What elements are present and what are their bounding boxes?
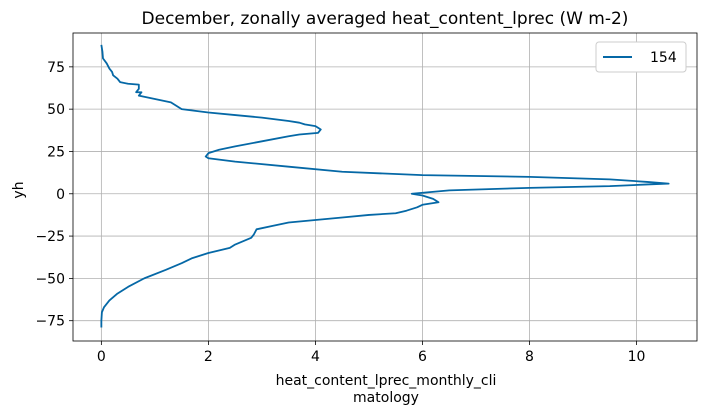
series-line-154 (100, 44, 670, 328)
y-tick-label: −25 (35, 229, 65, 245)
legend-box (595, 41, 687, 73)
y-tick-label: 0 (56, 187, 65, 203)
x-tick-label: 10 (628, 349, 646, 365)
series-lines (100, 44, 670, 328)
x-axis-label-line2: matology (353, 390, 419, 406)
legend: 154 (595, 41, 687, 73)
axis-ticks: 0 2 4 6 8 10 −75 −50 −25 0 25 50 75 (35, 60, 645, 365)
y-axis-label: yh (11, 181, 27, 198)
y-tick-label: −50 (35, 271, 65, 287)
x-tick-label: 4 (311, 349, 320, 365)
y-tick-label: 75 (47, 60, 65, 76)
y-tick-label: 25 (47, 144, 65, 160)
x-axis-label-line1: heat_content_lprec_monthly_cli (276, 373, 497, 389)
legend-label: 154 (650, 50, 677, 66)
chart-title: December, zonally averaged heat_content_… (142, 9, 629, 29)
x-tick-label: 6 (418, 349, 427, 365)
x-tick-label: 2 (204, 349, 213, 365)
y-tick-label: −75 (35, 314, 65, 330)
x-tick-label: 8 (525, 349, 534, 365)
plot-frame (72, 32, 698, 342)
y-tick-label: 50 (47, 102, 65, 118)
x-tick-label: 0 (97, 349, 106, 365)
